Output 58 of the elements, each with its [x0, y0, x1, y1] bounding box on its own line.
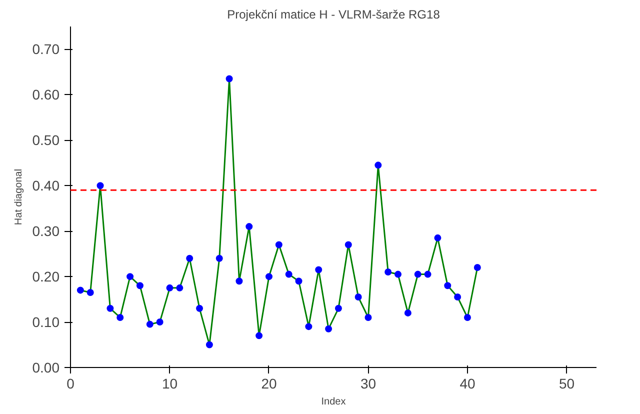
point — [374, 162, 382, 169]
y-tick-label: 0.60 — [32, 86, 60, 103]
point — [176, 284, 184, 292]
point — [434, 234, 442, 242]
point — [226, 75, 233, 82]
point — [285, 270, 292, 278]
point — [325, 325, 332, 332]
point — [424, 270, 432, 278]
point — [86, 288, 94, 296]
x-tick-label: 10 — [162, 376, 178, 392]
chart-title: Projekční matice H - VLRM-šarže RG18 — [227, 8, 440, 22]
point — [414, 270, 422, 278]
y-axis-title: Hat diagonal — [13, 168, 24, 226]
point — [246, 223, 253, 230]
point — [344, 241, 352, 248]
point — [206, 341, 213, 348]
point — [275, 241, 282, 248]
point — [146, 320, 154, 328]
point — [444, 282, 452, 290]
x-tick-label: 40 — [460, 376, 476, 392]
y-tick-label: 0.50 — [32, 132, 60, 148]
point — [186, 254, 194, 262]
point — [315, 266, 322, 274]
x-tick-label: 30 — [360, 376, 376, 392]
y-tick-label: 0.10 — [32, 314, 60, 330]
point — [295, 278, 302, 285]
point — [256, 332, 263, 340]
point — [76, 286, 84, 294]
point — [96, 182, 104, 190]
point — [116, 314, 124, 321]
point — [384, 268, 392, 276]
point — [454, 294, 462, 301]
point — [334, 304, 342, 312]
point — [305, 323, 312, 330]
point — [474, 264, 481, 271]
point — [354, 294, 362, 301]
x-tick-label: 20 — [261, 376, 277, 392]
y-tick-label: 0.70 — [32, 41, 60, 58]
point — [136, 282, 144, 290]
x-tick-label: 50 — [558, 376, 575, 392]
y-tick-label: 0.00 — [32, 360, 60, 376]
point — [394, 270, 402, 278]
y-tick-label: 0.20 — [32, 268, 60, 285]
point — [265, 273, 272, 280]
point — [106, 304, 114, 312]
point — [216, 254, 223, 262]
y-tick-label: 0.40 — [32, 178, 60, 194]
point — [126, 273, 134, 280]
point — [404, 309, 412, 316]
point — [166, 284, 174, 292]
point — [364, 314, 372, 321]
x-axis-title: Index — [321, 396, 346, 408]
point — [236, 278, 243, 285]
point — [464, 314, 471, 321]
x-tick-label: 0 — [66, 376, 75, 392]
point — [156, 318, 164, 326]
y-tick-label: 0.30 — [32, 223, 60, 240]
point — [196, 304, 204, 312]
